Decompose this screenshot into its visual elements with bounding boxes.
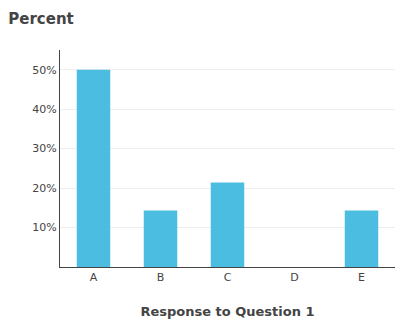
svg-text:C: C (224, 271, 232, 284)
svg-text:20%: 20% (32, 182, 56, 195)
svg-text:D: D (290, 271, 298, 284)
svg-text:Response to Question 1: Response to Question 1 (140, 304, 314, 319)
svg-text:30%: 30% (32, 142, 56, 155)
svg-text:A: A (90, 271, 98, 284)
svg-text:50%: 50% (32, 64, 56, 77)
svg-text:B: B (157, 271, 165, 284)
svg-text:10%: 10% (32, 221, 56, 234)
svg-text:40%: 40% (32, 103, 56, 116)
svg-text:Percent: Percent (8, 10, 73, 28)
svg-text:E: E (358, 271, 365, 284)
